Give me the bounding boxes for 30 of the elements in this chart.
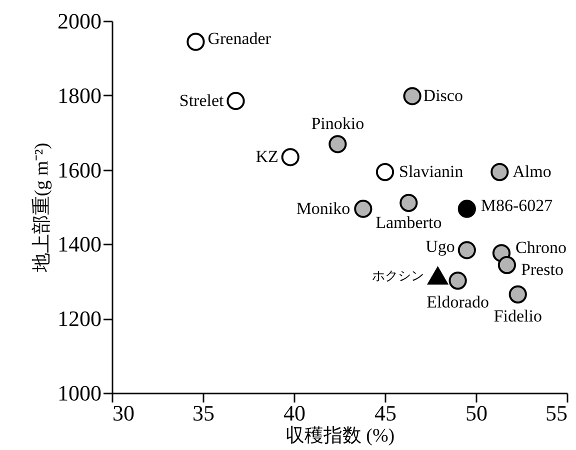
annotation: Eldorado [426, 292, 489, 312]
annotation: M86-6027 [480, 196, 554, 215]
annotation: Almo [512, 162, 552, 182]
annotation: ホクシン [372, 268, 424, 283]
y-tick-label: 1200 [58, 306, 102, 332]
annotation: Slavianin [399, 162, 464, 182]
annotation: Strelet [179, 90, 224, 110]
annotation: Pinokio [311, 114, 364, 134]
y-axis-title: 地上部重(g m⁻²) [30, 142, 52, 274]
x-axis-title: 収穫指数 (%) [285, 426, 395, 446]
x-tick-label: 40 [284, 400, 306, 426]
x-tick-label: 55 [546, 400, 568, 426]
annotation: Fidelio [494, 306, 542, 326]
x-tick-label: 45 [374, 400, 396, 426]
annotation: Presto [520, 260, 564, 280]
annotation: Chrono [515, 238, 566, 258]
annotation: Lamberto [376, 212, 442, 232]
y-tick-label: 1000 [58, 380, 102, 406]
y-tick-label: 1800 [58, 82, 102, 108]
x-tick-label: 50 [466, 400, 488, 426]
y-tick-label: 1600 [58, 157, 102, 182]
annotation: KZ [256, 147, 278, 166]
y-tick-label: 1400 [58, 232, 102, 257]
annotation: Disco [423, 86, 463, 106]
y-tick-label: 2000 [58, 8, 102, 34]
annotation: Ugo [426, 237, 455, 256]
annotation: Grenader [208, 28, 272, 48]
x-tick-label: 35 [192, 400, 214, 426]
x-tick-label: 30 [112, 400, 134, 426]
annotation: Moniko [296, 198, 350, 218]
